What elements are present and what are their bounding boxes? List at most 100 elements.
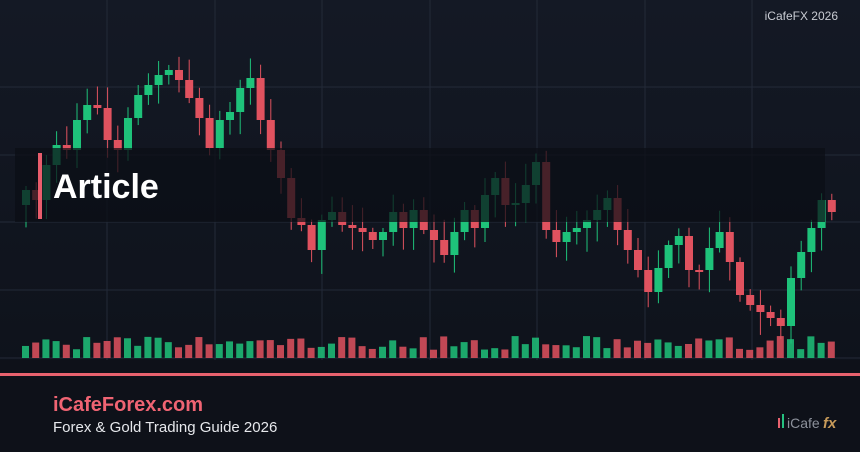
candle-body [787,278,795,326]
volume-bar [613,339,621,358]
volume-bar [603,348,611,358]
candle-body [756,305,765,312]
volume-bar [144,336,152,358]
volume-bar [42,339,50,358]
candle-body [715,232,724,248]
candle-body [797,252,806,278]
candle-body [256,78,265,120]
volume-bar [470,340,478,358]
volume-bar [287,338,295,358]
volume-bar [256,340,264,358]
volume-bar [185,344,193,358]
volume-bar [440,336,448,358]
volume-bar [164,342,172,358]
candle-body [144,85,153,95]
candle-body [348,225,357,228]
candle-body [572,228,581,232]
candle-body [654,268,663,292]
volume-bar [481,349,488,358]
volume-bar [113,337,121,358]
candle-body [430,230,438,240]
logo-suffix: fx [823,415,837,432]
volume-bar [266,340,274,358]
volume-bar [715,339,723,358]
volume-bar [501,349,509,358]
volume-bar [103,340,111,358]
candle-body [674,236,683,245]
candle-body [695,270,704,272]
candle-body [746,295,755,305]
volume-bar [725,337,733,358]
candle-body [205,118,214,148]
candle-body [368,232,377,240]
volume-bar [379,346,386,358]
candle-body [185,80,194,98]
volume-bar [348,337,356,358]
volume-bar [807,336,815,358]
logo-brand: iCafe [787,415,820,431]
candle-body [644,270,653,292]
candle-body [83,105,92,120]
candle-body [113,140,122,150]
volume-bar [644,342,652,358]
candle-body [552,230,561,242]
volume-bar [756,347,764,358]
volume-bar [797,349,805,358]
volume-bar [215,344,223,358]
candle-body [62,145,71,150]
candle-body [358,228,367,232]
volume-bar [277,345,284,358]
subtitle: Forex & Gold Trading Guide 2026 [53,419,277,436]
tag: iCafeFX 2026 [765,9,839,23]
volume-bar [654,339,662,358]
volume-bar [226,341,233,358]
volume-bar [358,346,366,358]
candle-body [827,200,836,212]
candle-body [93,105,102,108]
volume-bar [22,345,29,358]
candle-body [103,108,112,140]
volume-bar [674,345,682,358]
volume-bar [399,346,407,358]
volume-bar [634,340,641,358]
candle-body [725,232,734,262]
volume-bar [419,337,427,358]
volume-bar [409,348,417,358]
volume-bar [317,346,325,358]
volume-bar [521,344,529,358]
title-accent [38,153,42,219]
candle-body [634,250,642,270]
candle-body [776,318,785,326]
volume-bar [827,341,835,358]
title-band [15,148,825,222]
volume-bar [746,349,754,358]
candle-body [317,220,326,250]
volume-bar [766,340,774,358]
volume-bar [52,341,60,358]
volume-bar [491,348,499,358]
volume-bar [460,342,468,358]
volume-bar [705,340,713,358]
volume-bar [205,344,213,358]
volume-bar [511,336,519,358]
volume-bar [450,346,458,358]
site-name: iCafeForex.com [53,394,203,416]
volume-bar [175,347,182,358]
candle-body [154,75,163,85]
volume-bar [83,337,91,358]
volume-bar [73,349,80,358]
candle-body [73,120,81,150]
volume-bar [430,349,437,358]
logo-bar [778,418,780,428]
candle-body [685,236,693,270]
volume-bar [134,345,142,358]
candle-body [124,118,132,150]
candle-body [195,98,204,118]
candle-body [164,70,173,75]
candle-body [583,220,591,228]
logo: iCafe fx [778,414,837,432]
volume-bar [532,337,539,358]
volume-bar [695,338,703,358]
volume-bars [22,336,835,358]
